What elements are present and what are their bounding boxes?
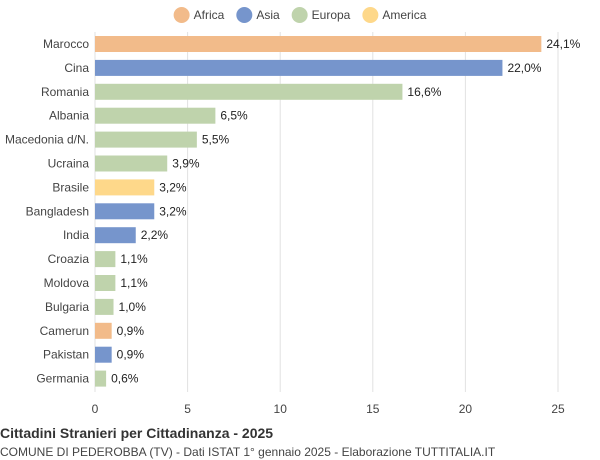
x-tick-label: 25 [551, 402, 565, 416]
category-label: Romania [41, 85, 89, 99]
value-label: 0,6% [111, 372, 139, 386]
value-label: 24,1% [546, 37, 580, 51]
bar [95, 227, 136, 244]
bar [95, 131, 197, 148]
bar [95, 179, 155, 196]
bar [95, 275, 116, 291]
value-label: 5,5% [202, 133, 230, 147]
chart-title: Cittadini Stranieri per Cittadinanza - 2… [0, 425, 274, 441]
legend-label: America [382, 8, 426, 22]
legend-swatch [362, 7, 379, 23]
value-label: 3,2% [159, 204, 187, 218]
value-label: 22,0% [507, 61, 541, 75]
value-label: 2,2% [141, 228, 169, 242]
category-label: Brasile [52, 180, 89, 194]
value-label: 0,9% [117, 324, 145, 338]
chart-subtitle: COMUNE DI PEDEROBBA (TV) - Dati ISTAT 1°… [0, 445, 496, 459]
legend-swatch [291, 7, 308, 23]
bars: Marocco 24,1% Cina 22,0% Romania 16,6% Albania… [5, 36, 581, 387]
category-label: Croazia [48, 252, 90, 266]
value-label: 1,1% [120, 252, 148, 266]
bar [95, 298, 114, 315]
x-tick-label: 5 [184, 402, 191, 416]
value-label: 3,9% [172, 157, 200, 171]
bar [95, 59, 503, 76]
value-label: 1,1% [120, 276, 148, 290]
value-label: 6,5% [220, 109, 248, 123]
bar [95, 83, 403, 100]
category-label: Cina [64, 61, 89, 75]
category-label: Macedonia d/N. [5, 133, 89, 147]
legend: Africa Asia Europa America [173, 7, 427, 23]
x-axis-ticks: 0 5 10 15 20 25 [92, 402, 565, 416]
legend-label: Europa [312, 8, 351, 22]
bar [95, 370, 107, 387]
category-label: Pakistan [43, 348, 89, 362]
value-label: 3,2% [159, 180, 187, 194]
category-label: Germania [36, 372, 89, 386]
category-label: Albania [49, 109, 89, 123]
category-label: Moldova [44, 276, 90, 290]
category-label: Ucraina [48, 157, 90, 171]
legend-swatch [173, 7, 190, 23]
x-tick-label: 10 [274, 402, 288, 416]
category-label: India [63, 228, 89, 242]
value-label: 16,6% [407, 85, 441, 99]
category-label: Marocco [43, 37, 89, 51]
bar [95, 322, 112, 339]
bar [95, 107, 216, 124]
x-tick-label: 20 [459, 402, 473, 416]
x-tick-label: 15 [366, 402, 380, 416]
bar [95, 203, 155, 220]
category-label: Camerun [40, 324, 89, 338]
value-label: 1,0% [119, 300, 147, 314]
bar [95, 346, 112, 363]
bar [95, 36, 542, 52]
legend-label: Africa [194, 8, 225, 22]
legend-label: Asia [256, 8, 280, 22]
category-label: Bangladesh [26, 204, 89, 218]
value-label: 0,9% [117, 348, 145, 362]
legend-swatch [236, 7, 253, 23]
x-tick-label: 0 [92, 402, 99, 416]
category-label: Bulgaria [45, 300, 89, 314]
bar [95, 155, 168, 172]
bar [95, 251, 116, 268]
